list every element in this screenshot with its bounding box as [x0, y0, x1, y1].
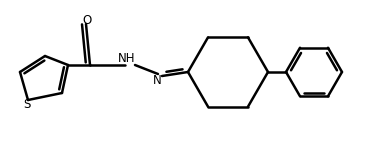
Text: O: O	[82, 14, 92, 26]
Text: NH: NH	[118, 52, 136, 65]
Text: N: N	[153, 74, 161, 88]
Text: S: S	[23, 97, 31, 110]
